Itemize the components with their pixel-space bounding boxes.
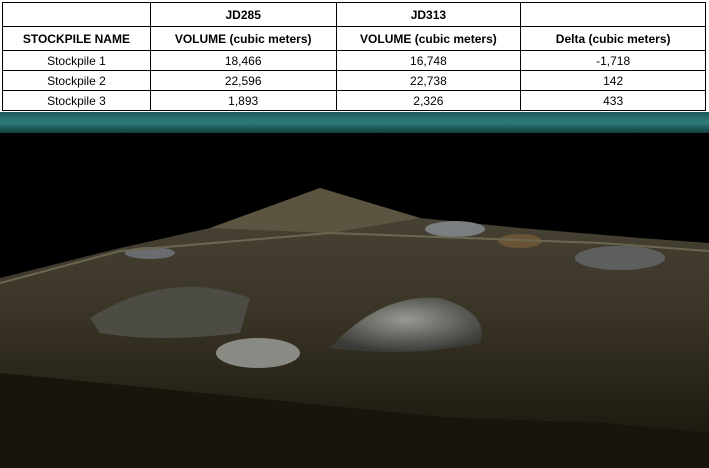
volume-table: JD285 JD313 STOCKPILE NAME VOLUME (cubic… [2,2,706,111]
column-header: VOLUME (cubic meters) [149,26,337,51]
group-header: JD285 [149,2,337,27]
cell: 1,893 [149,90,337,111]
stockpile [90,286,250,338]
data-row: Stockpile 1 18,466 16,748 -1,718 [2,50,706,71]
stockpile [216,338,300,368]
terrain [0,188,709,433]
header-row: STOCKPILE NAME VOLUME (cubic meters) VOL… [2,26,706,51]
cell: 2,326 [335,90,522,111]
cell: Stockpile 1 [2,50,151,71]
cell: Stockpile 2 [2,70,151,91]
cell: 433 [520,90,706,111]
column-header: STOCKPILE NAME [2,26,151,51]
cell: Stockpile 3 [2,90,151,111]
empty-cell [520,2,706,27]
stockpile [575,246,665,270]
group-header: JD313 [335,2,522,27]
data-row: Stockpile 3 1,893 2,326 433 [2,90,706,111]
foreground [0,373,709,468]
cell: 16,748 [335,50,522,71]
separator-band [0,112,709,133]
empty-cell [2,2,151,27]
column-header: VOLUME (cubic meters) [335,26,522,51]
stockpile [330,297,482,352]
point-cloud-image [0,133,709,468]
cell: 22,738 [335,70,522,91]
stockpile [425,221,485,237]
data-row: Stockpile 2 22,596 22,738 142 [2,70,706,91]
cell: 18,466 [149,50,337,71]
road [0,231,709,284]
group-header-row: JD285 JD313 [2,2,706,27]
cell: -1,718 [520,50,706,71]
cell: 22,596 [149,70,337,91]
cell: 142 [520,70,706,91]
column-header: Delta (cubic meters) [520,26,706,51]
slope [210,188,420,233]
